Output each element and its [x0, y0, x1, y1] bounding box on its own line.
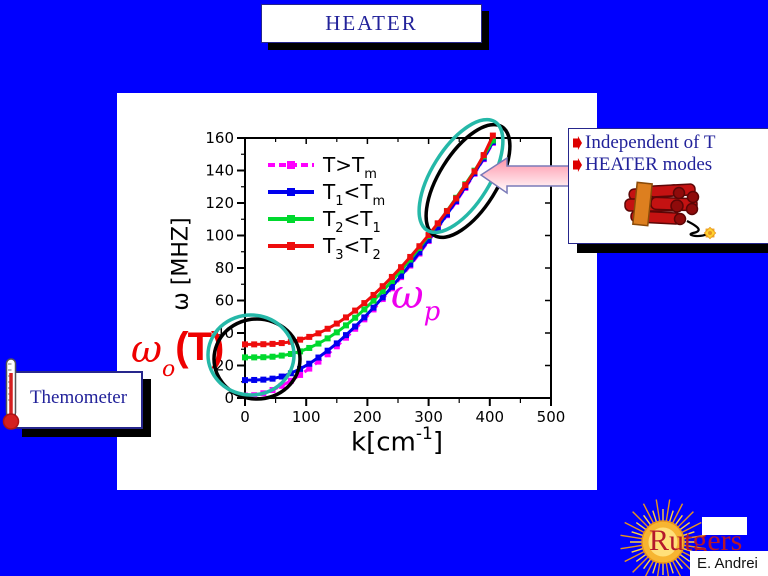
legend-item: T3<T2	[266, 232, 385, 263]
x-tick-label: 0	[240, 408, 250, 426]
arrow-bullet-icon	[573, 158, 582, 172]
callout-line: HEATER modes	[572, 154, 768, 176]
slide-title: HEATER	[325, 11, 418, 35]
legend-item: T2<T1	[266, 205, 385, 236]
logo-highlight-rect	[702, 517, 747, 535]
thermometer-icon	[2, 358, 20, 430]
legend-label: T1<Tm	[323, 179, 386, 209]
callout-text: Independent of T	[585, 132, 716, 153]
y-tick-label: 80	[215, 259, 234, 277]
x-tick-label: 500	[537, 408, 566, 426]
chart-legend: T>Tm T1<Tm T2<T1 T3<T2	[266, 151, 386, 263]
y-tick-label: 100	[205, 227, 234, 245]
slide-title-box: HEATER	[261, 4, 482, 43]
legend-swatch	[268, 187, 314, 196]
fuse	[686, 220, 708, 238]
callout-line: Independent of T	[572, 132, 768, 154]
y-tick-label: 0	[224, 389, 234, 407]
arrow-bullet-icon	[573, 136, 582, 150]
thermometer-box: Themometer	[14, 371, 143, 429]
dynamite-icon	[624, 181, 717, 240]
legend-label: T3<T2	[323, 233, 381, 263]
legend-item: T1<Tm	[266, 178, 386, 209]
author-box: E. Andrei	[690, 551, 768, 576]
y-axis-label: ω [MHZ]	[168, 217, 194, 311]
legend-label: T>Tm	[323, 152, 377, 182]
x-tick-label: 400	[475, 408, 504, 426]
y-tick-label: 60	[215, 292, 234, 310]
x-tick-label: 100	[292, 408, 321, 426]
legend-swatch	[268, 214, 314, 223]
legend-label: T2<T1	[323, 206, 381, 236]
sun-logo-icon	[620, 499, 706, 576]
chart-panel: 0 20 40 60 80 100 120 140 160 0 100 200 300 400 500 T>…	[117, 93, 597, 490]
x-axis-label: k[cm-1]	[351, 424, 443, 458]
y-tick-label: 120	[205, 194, 234, 212]
x-tick-label: 200	[353, 408, 382, 426]
legend-swatch	[268, 160, 314, 169]
callout-text: HEATER modes	[585, 154, 713, 175]
y-tick-label: 140	[205, 162, 234, 180]
thermometer-label: Themometer	[29, 387, 128, 408]
callout-box: Independent of T HEATER modes	[568, 128, 768, 244]
x-tick-label: 300	[414, 408, 443, 426]
omega-p-label: ωp	[391, 272, 441, 327]
spark-icon	[703, 226, 717, 240]
legend-swatch	[268, 241, 314, 250]
omega-o-label: ωo(T)	[131, 325, 224, 382]
y-tick-label: 160	[205, 129, 234, 147]
legend-item: T>Tm	[266, 151, 385, 182]
author-name: E. Andrei	[697, 555, 758, 572]
